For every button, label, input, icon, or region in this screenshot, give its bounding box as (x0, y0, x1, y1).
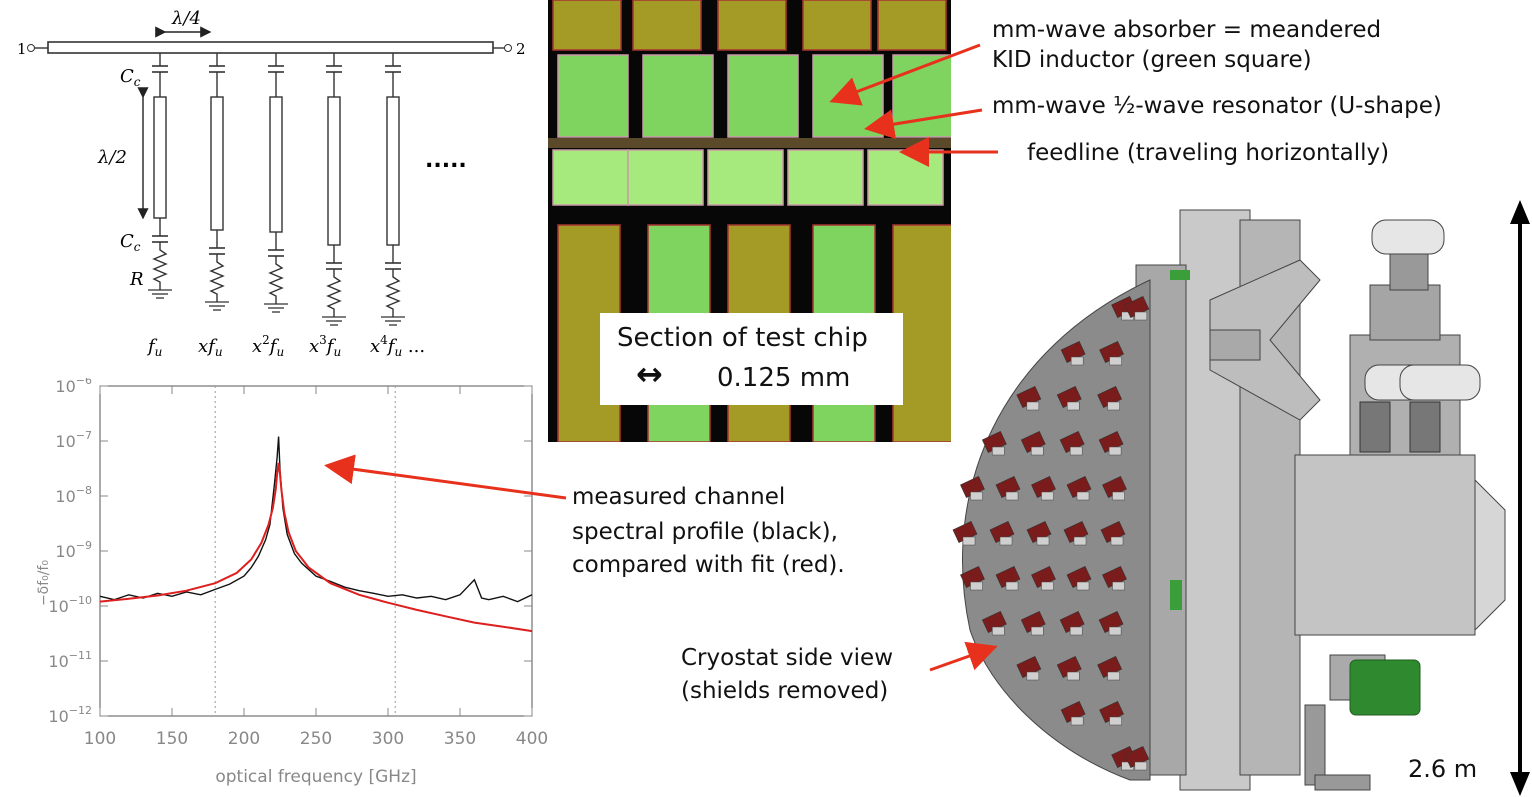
chip-scale-arrow: ↔ (636, 355, 663, 393)
resistor-symbol (209, 254, 225, 302)
y-axis-label: −δf₀/f₀ (36, 560, 52, 606)
x-tick-label: 100 (84, 729, 116, 749)
chip-caption: Section of test chip (617, 323, 868, 353)
y-tick-label: 10−6 (55, 378, 92, 396)
channel-branch-4 (322, 53, 346, 326)
resistor-label: R (129, 269, 144, 290)
height-scale-label: 2.6 m (1408, 755, 1478, 783)
x-tick-label: 150 (156, 729, 188, 749)
y-tick-label: 10−7 (55, 429, 92, 451)
y-tick-label: 10−12 (48, 704, 92, 726)
channel-branch-5 (381, 53, 405, 326)
absorber-annotation-line1: mm-wave absorber = meandered (992, 17, 1382, 43)
coupling-cap-label-top: Cc (120, 66, 141, 89)
port-2-terminal (504, 44, 512, 52)
y-tick-label: 10−10 (48, 594, 92, 616)
half-wave-label: λ/2 (97, 147, 127, 168)
absorber-arrow (829, 43, 981, 106)
more-channels-ellipsis: ..... (425, 148, 467, 173)
feedline-annotation: feedline (traveling horizontally) (1027, 140, 1390, 166)
chip-caption-box (600, 313, 903, 405)
resonator-arrow (864, 108, 983, 140)
x-tick-label: 400 (516, 729, 548, 749)
resistor-symbol (268, 256, 284, 304)
series-measured (99, 436, 533, 603)
y-tick-label: 10−8 (55, 484, 92, 506)
y-tick-label: 10−11 (48, 649, 92, 671)
coupling-cap-label-bottom: Cc (120, 231, 141, 254)
quarter-wave-label: λ/4 (171, 8, 201, 29)
cryostat-arrow (929, 641, 998, 672)
resistor-symbol (385, 269, 401, 317)
measured-annotation-line3: compared with fit (red). (572, 552, 845, 578)
measured-arrow (324, 454, 567, 500)
channel-branch-1 (148, 53, 172, 299)
port-1-label: 1 (17, 40, 27, 58)
channel-branch-2 (205, 53, 229, 311)
plot-frame (99, 385, 533, 717)
channel-branch-3 (264, 53, 288, 313)
x-tick-label: 350 (444, 729, 476, 749)
port-2-label: 2 (516, 40, 526, 58)
feedline-strip (548, 138, 951, 148)
measured-annotation-line2: spectral profile (black), (572, 519, 838, 545)
cryostat-annotation-line2: (shields removed) (681, 678, 889, 704)
port-1-terminal (27, 44, 35, 52)
x-tick-label: 200 (228, 729, 260, 749)
cryostat-side-view (952, 200, 1530, 796)
x-tick-label: 250 (300, 729, 332, 749)
series-fit (99, 462, 533, 633)
resistor-symbol (152, 242, 168, 290)
resistor-symbol (326, 269, 342, 317)
x-tick-label: 300 (372, 729, 404, 749)
filterbank-circuit-diagram: 1 2 λ/4 λ/2 Cc Cc R ..... fu xfu x2fu x3fu x… (17, 8, 526, 359)
y-tick-label: 10−9 (55, 539, 92, 561)
resonator-annotation: mm-wave ½-wave resonator (U-shape) (992, 93, 1442, 119)
measured-annotation-line1: measured channel (572, 484, 786, 510)
cryostat-annotation-line1: Cryostat side view (681, 645, 894, 671)
absorber-annotation-line2: KID inductor (green square) (992, 47, 1312, 73)
channel-frequency-label: x4fu ... (370, 333, 425, 359)
x-axis-label: optical frequency [GHz] (215, 767, 416, 787)
chip-scale-label: 0.125 mm (717, 363, 851, 393)
spectral-profile-chart: 100 150 200 250 300 350 400 10−6 10−7 10−8 10−9 10−… (36, 378, 548, 787)
